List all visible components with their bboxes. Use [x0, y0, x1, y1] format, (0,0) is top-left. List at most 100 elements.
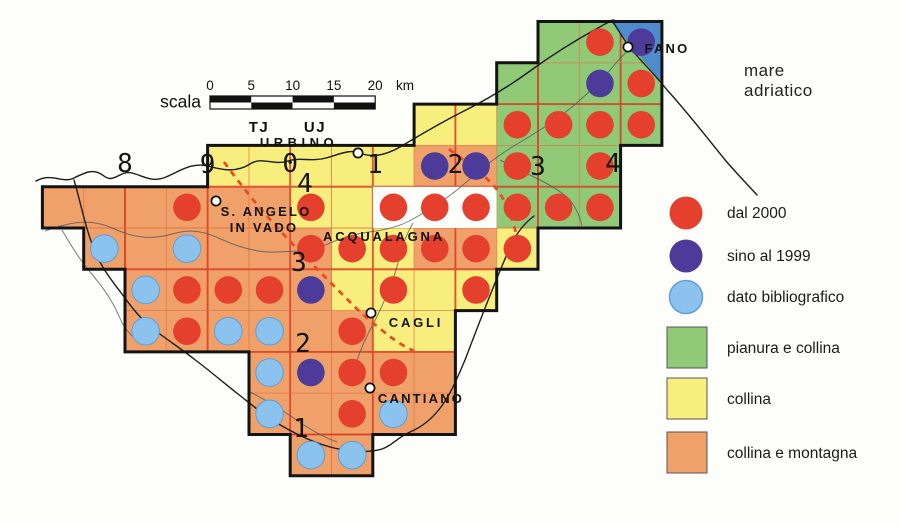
sea-name-line1: mare [744, 61, 785, 80]
scale-bar-segment [333, 102, 376, 109]
record-dot-purple [297, 276, 325, 304]
record-dot-purple [420, 152, 449, 180]
record-dot-red [297, 193, 325, 222]
legend-label-pianura-e-collina: pianura e collina [727, 340, 840, 357]
record-dot-red [173, 317, 201, 346]
terrain-cell-orange [414, 351, 456, 394]
record-dot-red [338, 400, 366, 428]
record-dot-purple [297, 358, 325, 387]
record-dot-red [338, 234, 366, 263]
scale-bar: 0 5 10 15 20 scala km [160, 78, 414, 112]
grid-digit-label: 1 [293, 414, 309, 444]
legend-label-collina: collina [727, 391, 771, 408]
scale-bar-title: scala [160, 92, 201, 112]
scale-bar-segment [251, 102, 293, 109]
record-dot-blue [213, 316, 243, 346]
record-dot-purple [627, 28, 656, 56]
terrain-cell-yellow [372, 145, 415, 187]
record-dot-red [379, 358, 408, 387]
record-dot-red [420, 234, 449, 263]
terrain-cell-yellow [331, 145, 373, 187]
grid-digit-label: 3 [291, 248, 307, 278]
terrain-cell-yellow [331, 186, 373, 228]
utm-zone-label: TJ [249, 119, 270, 136]
terrain-cell-orange [290, 393, 332, 435]
record-dot-red [627, 69, 656, 98]
record-dot-red [586, 110, 614, 139]
record-dot-blue [255, 399, 284, 429]
record-dot-red [544, 193, 573, 222]
record-dot-blue [255, 316, 284, 346]
record-dot-purple [462, 152, 490, 180]
scale-bar-frame [209, 95, 376, 110]
scale-bar-tick: 0 [206, 78, 214, 93]
town-label: FANO [645, 41, 690, 56]
grid-digit-label: 4 [605, 149, 621, 179]
town-marker [622, 41, 634, 53]
scale-bar-segment [210, 102, 252, 109]
legend-swatch-dal-2000 [669, 196, 703, 230]
terrain-cell-orange [248, 186, 291, 228]
dashed-red-line [222, 161, 415, 353]
terrain-cell-orange [42, 186, 84, 228]
record-dot-blue [337, 440, 367, 470]
legend-swatch-pianura-e-collina [666, 326, 708, 369]
record-dot-red [544, 110, 573, 139]
terrain-cell-yellow [414, 310, 456, 352]
scale-bar-unit: km [396, 78, 414, 93]
record-dot-red [173, 193, 201, 222]
legend-label-dal-2000: dal 2000 [727, 205, 787, 222]
scale-bar-segments [209, 95, 376, 110]
grid-digit-label: 2 [448, 150, 464, 180]
legend-label-dato-bibliografico: dato bibliografico [727, 289, 844, 306]
terrain-cell-orange [125, 186, 167, 228]
grid-digit-label: 4 [297, 169, 313, 199]
terrain-cell-orange [125, 228, 167, 270]
record-dot-red [586, 28, 614, 56]
record-dot-red [338, 317, 366, 346]
record-dot-red [420, 193, 449, 222]
utm-zone-labels: TJ UJ [249, 119, 326, 136]
record-dot-blue [296, 440, 326, 470]
river-line [249, 391, 338, 443]
record-dot-blue [172, 234, 202, 263]
record-dot-red [173, 276, 201, 304]
record-dot-red [338, 358, 366, 387]
record-dots [90, 28, 656, 470]
record-dot-blue [131, 275, 160, 305]
terrain-cell-yellow [414, 104, 456, 146]
record-dot-red [503, 234, 532, 263]
scale-bar-tick: 15 [326, 78, 341, 93]
grid-digit-label: 8 [117, 149, 133, 179]
terrain-cell-yellow [290, 145, 332, 187]
terrain-cell-yellow [414, 269, 456, 311]
record-dot-blue [90, 234, 119, 263]
sea-name-label: mare adriatico [744, 61, 812, 100]
terrain-cell-green [538, 145, 580, 187]
region-border [40, 20, 664, 478]
scale-bar-segment [292, 102, 334, 109]
utm-zone-label: UJ [304, 119, 326, 136]
town-label: URBINO [260, 135, 338, 150]
record-dot-red [503, 110, 532, 139]
boundary-line [73, 179, 535, 453]
terrain-cell-orange [207, 228, 249, 270]
record-dot-red [462, 193, 490, 222]
terrain-cell-orange [83, 186, 125, 228]
record-dot-blue [131, 316, 160, 346]
record-dot-red [255, 276, 284, 304]
record-dot-red [214, 276, 243, 304]
scale-bar-tick: 5 [248, 78, 256, 93]
terrain-cell-yellow [248, 145, 291, 187]
legend-label-sino-al-1999: sino al 1999 [727, 248, 811, 265]
grid-digit-label: 0 [282, 149, 298, 179]
terrain-cell-yellow [455, 104, 497, 146]
scale-bar-segment [333, 96, 376, 103]
town-label: CAGLI [389, 315, 443, 330]
map-region-border [40, 20, 664, 478]
scale-bar-tick: 10 [285, 78, 300, 93]
terrain-cell-yellow [331, 269, 373, 311]
record-dot-purple [586, 69, 614, 98]
